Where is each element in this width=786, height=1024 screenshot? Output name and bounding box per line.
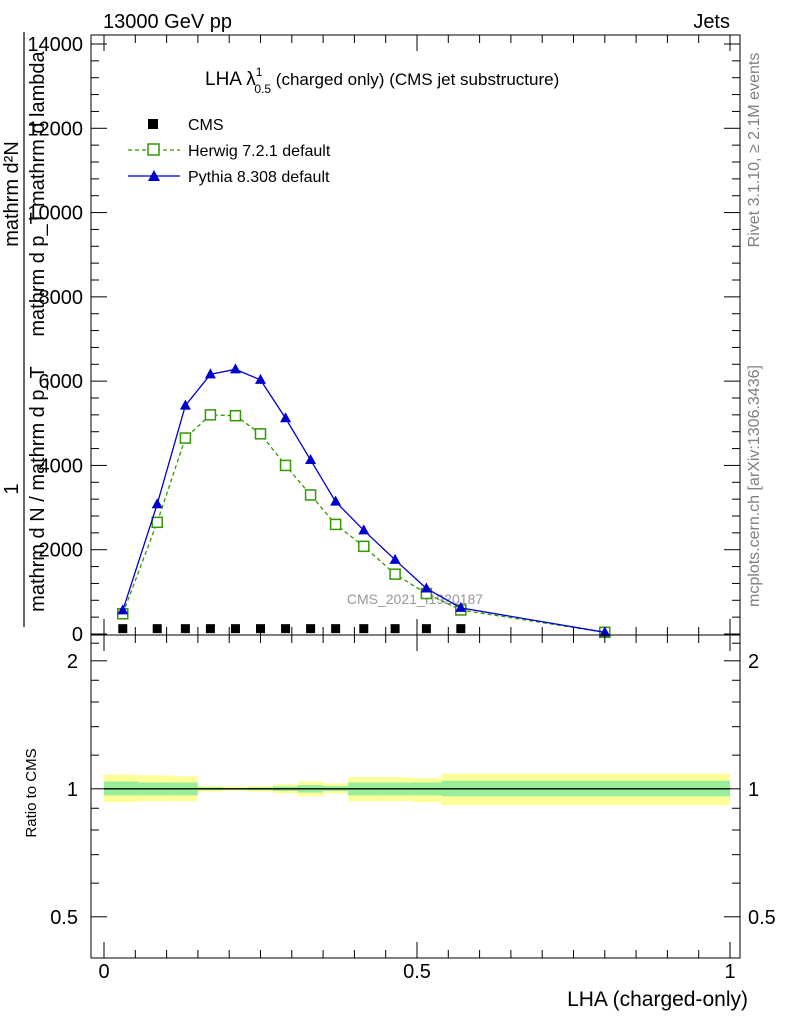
energy-label: 13000 GeV pp (103, 11, 232, 33)
data-point (254, 428, 267, 440)
main-panel: 0 2000 4000 6000 8000 10000 12000 14000 CMS_202… (1, 32, 741, 646)
chart-title: LHA λ1 0.5 (charged only) (CMS jet substr… (205, 65, 559, 96)
data-point (358, 540, 370, 553)
data-point (204, 409, 217, 421)
chart-title-sub: 0.5 (254, 82, 271, 96)
y-tick-label: 10000 (27, 203, 83, 225)
category-label: Jets (693, 11, 730, 33)
series-layer (117, 363, 611, 639)
data-point (305, 453, 317, 464)
chart-title-main: LHA λ (205, 69, 256, 90)
series-line (122, 368, 605, 633)
mcplots-label: mcplots.cern.ch [arXiv:1306.3436] (746, 365, 763, 607)
series-0 (118, 624, 466, 634)
data-point (390, 624, 400, 634)
x-tick-label: 0.5 (403, 961, 431, 983)
ratio-y-tick-label: 0.5 (50, 907, 78, 929)
data-point (599, 626, 611, 637)
ratio-y-label: Ratio to CMS (23, 748, 40, 837)
rivet-label: Rivet 3.1.10, ≥ 2.1M events (746, 53, 763, 248)
ylabel-prefix-denominator: mathrm d N / mathrm d p_T (27, 366, 49, 612)
data-point (330, 495, 342, 506)
data-point (151, 516, 163, 529)
data-point (306, 624, 316, 634)
data-point (456, 624, 466, 634)
data-point (331, 624, 341, 634)
data-point (359, 624, 369, 634)
ratio-y-tick-label-right: 0.5 (748, 907, 776, 929)
legend-label-pythia: Pythia 8.308 default (188, 169, 330, 186)
data-point (420, 582, 432, 593)
legend-label-herwig: Herwig 7.2.1 default (188, 143, 331, 160)
y-tick-label: 12000 (27, 118, 83, 140)
ratio-y-tick-label: 2 (67, 651, 78, 673)
data-point (256, 624, 265, 634)
ratio-frame (90, 634, 741, 959)
ratio-band-layer (104, 773, 730, 806)
y-tick-label: 8000 (39, 287, 84, 309)
data-point (255, 373, 266, 384)
data-point (421, 624, 431, 634)
data-point (304, 489, 317, 501)
ratio-y-tick-label-right: 1 (748, 779, 759, 801)
legend-marker-cms (148, 119, 158, 129)
data-point (280, 412, 292, 423)
ratio-y-tick-label: 1 (67, 779, 78, 801)
series-2 (117, 363, 611, 637)
data-point (205, 624, 215, 634)
data-point (229, 409, 242, 422)
data-point (180, 624, 190, 634)
x-axis-label: LHA (charged-only) (567, 988, 748, 1011)
data-point (179, 432, 192, 444)
data-point (281, 624, 291, 634)
main-x-ticks (103, 35, 731, 635)
ylabel-denominator: mathrm d p_T mathrm d lambda (27, 50, 49, 336)
x-tick-label: 0 (98, 961, 109, 983)
chart-title-rest: (charged only) (CMS jet substructure) (271, 70, 559, 89)
y-tick-label: 6000 (39, 371, 84, 393)
data-point (329, 518, 342, 531)
legend: CMS Herwig 7.2.1 default Pythia 8.308 de… (128, 117, 331, 186)
data-point (152, 624, 162, 634)
data-point (118, 624, 128, 634)
data-point (389, 553, 401, 564)
y-tick-label: 14000 (27, 34, 83, 56)
data-point (455, 601, 467, 612)
main-y-label: 1 mathrm d N / mathrm d p_T mathrm d²N m… (1, 32, 49, 627)
y-tick-label: 2000 (39, 540, 84, 562)
data-point (151, 498, 163, 509)
chart-title-sup: 1 (256, 65, 263, 79)
legend-label-cms: CMS (188, 117, 224, 134)
legend-marker-pythia (148, 170, 160, 181)
ratio-y-ticks: 0.5 0.5 1 1 2 2 (50, 642, 776, 929)
ylabel-numerator: mathrm d²N (1, 141, 23, 247)
data-point (358, 524, 370, 535)
data-point (230, 624, 240, 634)
watermark: CMS_2021_I1920187 (347, 591, 483, 607)
legend-marker-herwig (147, 143, 160, 156)
ratio-y-tick-label-right: 2 (748, 651, 759, 673)
main-y-ticks: 0 2000 4000 6000 8000 10000 12000 14000 (27, 34, 740, 646)
ratio-x-ticks: 0 0.5 1 (98, 635, 736, 983)
y-tick-label: 0 (72, 624, 83, 646)
data-point (204, 368, 216, 379)
data-point (117, 604, 129, 615)
y-tick-label: 4000 (39, 455, 84, 477)
ylabel-prefix-numerator: 1 (1, 483, 23, 494)
ratio-panel: 0.5 0.51 12 2 0 0.5 1 Ratio to CMS LHA (charg… (23, 634, 776, 1011)
data-point (229, 363, 241, 374)
data-point (179, 399, 191, 410)
data-point (389, 568, 401, 580)
data-point (279, 459, 292, 472)
x-tick-label: 1 (724, 961, 735, 983)
